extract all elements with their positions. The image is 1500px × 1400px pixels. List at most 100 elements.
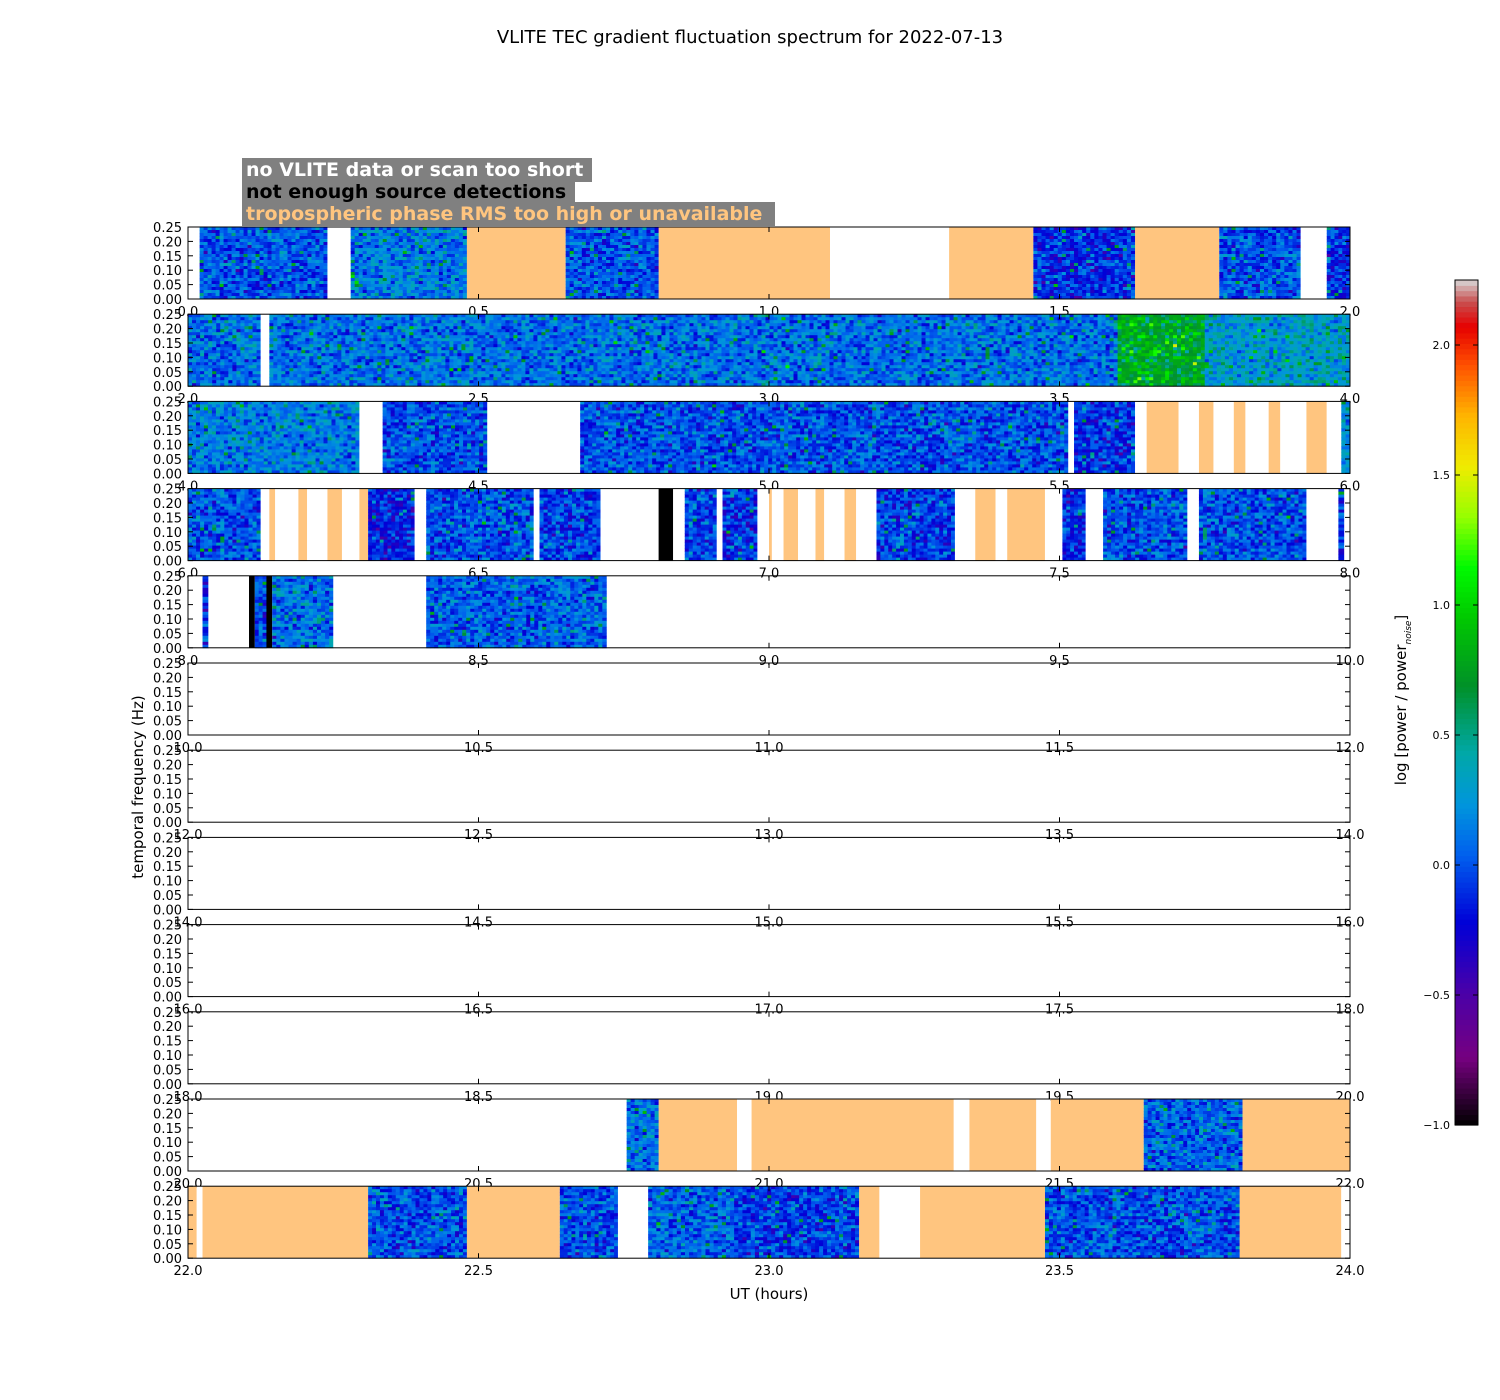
spectrum-cell bbox=[415, 251, 419, 254]
spectrum-cell bbox=[248, 278, 252, 281]
spectrum-cell bbox=[232, 227, 236, 230]
spectrum-cell bbox=[311, 281, 315, 284]
spectrum-cell bbox=[578, 293, 582, 296]
spectrum-cell bbox=[419, 254, 423, 257]
spectrum-cell bbox=[383, 293, 387, 296]
spectrum-cell bbox=[566, 284, 570, 287]
spectrum-cell bbox=[367, 287, 371, 290]
spectrum-cell bbox=[311, 260, 315, 263]
spectrum-cell bbox=[379, 281, 383, 284]
spectrum-cell bbox=[276, 281, 280, 284]
spectrum-cell bbox=[240, 254, 244, 257]
spectrum-cell bbox=[451, 263, 455, 266]
spectrum-cell bbox=[303, 230, 307, 233]
spectrum-cell bbox=[566, 287, 570, 290]
spectrum-cell bbox=[208, 245, 212, 248]
spectrum-cell bbox=[578, 275, 582, 278]
spectrum-cell bbox=[248, 245, 252, 248]
spectrum-cell bbox=[415, 287, 419, 290]
spectrum-cell bbox=[447, 266, 451, 269]
spectrum-cell bbox=[248, 266, 252, 269]
spectrum-cell bbox=[319, 281, 323, 284]
spectrum-cell bbox=[447, 290, 451, 293]
spectrum-cell bbox=[363, 284, 367, 287]
spectrum-cell bbox=[363, 290, 367, 293]
spectrum-cell bbox=[367, 227, 371, 230]
spectrum-cell bbox=[220, 290, 224, 293]
spectrum-cell bbox=[407, 272, 411, 275]
spectrum-cell bbox=[578, 230, 582, 233]
spectrum-cell bbox=[363, 239, 367, 242]
spectrum-cell bbox=[311, 269, 315, 272]
spectrum-cell bbox=[391, 278, 395, 281]
spectrum-cell bbox=[455, 239, 459, 242]
spectrum-cell bbox=[276, 230, 280, 233]
spectrum-cell bbox=[288, 281, 292, 284]
spectrum-cell bbox=[236, 227, 240, 230]
spectrum-cell bbox=[566, 272, 570, 275]
spectrum-cell bbox=[288, 230, 292, 233]
spectrum-cell bbox=[463, 233, 467, 236]
spectrum-cell bbox=[574, 266, 578, 269]
spectrum-cell bbox=[367, 242, 371, 245]
spectrum-cell bbox=[224, 239, 228, 242]
spectrum-cell bbox=[463, 272, 467, 275]
spectrum-cell bbox=[351, 260, 355, 263]
spectrum-cell bbox=[264, 236, 268, 239]
spectrum-cell bbox=[208, 266, 212, 269]
spectrum-cell bbox=[220, 248, 224, 251]
spectrum-cell bbox=[315, 254, 319, 257]
spectrum-cell bbox=[463, 257, 467, 260]
spectrum-cell bbox=[403, 263, 407, 266]
spectrum-cell bbox=[319, 230, 323, 233]
spectrum-cell bbox=[272, 230, 276, 233]
spectrum-cell bbox=[419, 293, 423, 296]
spectrum-cell bbox=[367, 260, 371, 263]
spectrum-cell bbox=[423, 257, 427, 260]
spectrum-cell bbox=[399, 236, 403, 239]
spectrum-cell bbox=[411, 251, 415, 254]
spectrum-cell bbox=[574, 284, 578, 287]
spectrum-cell bbox=[200, 275, 204, 278]
spectrum-cell bbox=[439, 284, 443, 287]
spectrum-cell bbox=[220, 236, 224, 239]
spectrum-cell bbox=[427, 254, 431, 257]
spectrum-cell bbox=[260, 287, 264, 290]
spectrum-cell bbox=[363, 254, 367, 257]
spectrum-cell bbox=[212, 239, 216, 242]
spectrum-cell bbox=[212, 230, 216, 233]
spectrum-cell bbox=[387, 239, 391, 242]
spectrum-cell bbox=[391, 293, 395, 296]
spectrum-cell bbox=[435, 230, 439, 233]
spectrum-cell bbox=[411, 236, 415, 239]
spectrum-cell bbox=[423, 227, 427, 230]
spectrum-cell bbox=[379, 272, 383, 275]
spectrum-cell bbox=[228, 278, 232, 281]
spectrum-cell bbox=[423, 269, 427, 272]
spectrum-cell bbox=[228, 269, 232, 272]
spectrum-cell bbox=[578, 284, 582, 287]
spectrum-cell bbox=[256, 239, 260, 242]
spectrum-cell bbox=[371, 275, 375, 278]
spectrum-cell bbox=[431, 251, 435, 254]
spectrum-cell bbox=[431, 257, 435, 260]
spectrum-cell bbox=[295, 266, 299, 269]
spectrum-cell bbox=[311, 230, 315, 233]
spectrum-cell bbox=[574, 257, 578, 260]
spectrum-cell bbox=[264, 269, 268, 272]
spectrum-cell bbox=[419, 248, 423, 251]
spectrum-cell bbox=[244, 278, 248, 281]
spectrum-cell bbox=[276, 242, 280, 245]
spectrum-cell bbox=[355, 248, 359, 251]
spectrum-cell bbox=[459, 275, 463, 278]
spectrum-cell bbox=[566, 260, 570, 263]
spectrum-cell bbox=[570, 278, 574, 281]
spectrum-cell bbox=[415, 290, 419, 293]
spectrum-cell bbox=[407, 269, 411, 272]
spectrum-cell bbox=[216, 287, 220, 290]
spectrum-cell bbox=[236, 251, 240, 254]
spectrum-cell bbox=[200, 227, 204, 230]
spectrum-cell bbox=[451, 242, 455, 245]
spectrum-cell bbox=[319, 257, 323, 260]
spectrum-cell bbox=[455, 245, 459, 248]
